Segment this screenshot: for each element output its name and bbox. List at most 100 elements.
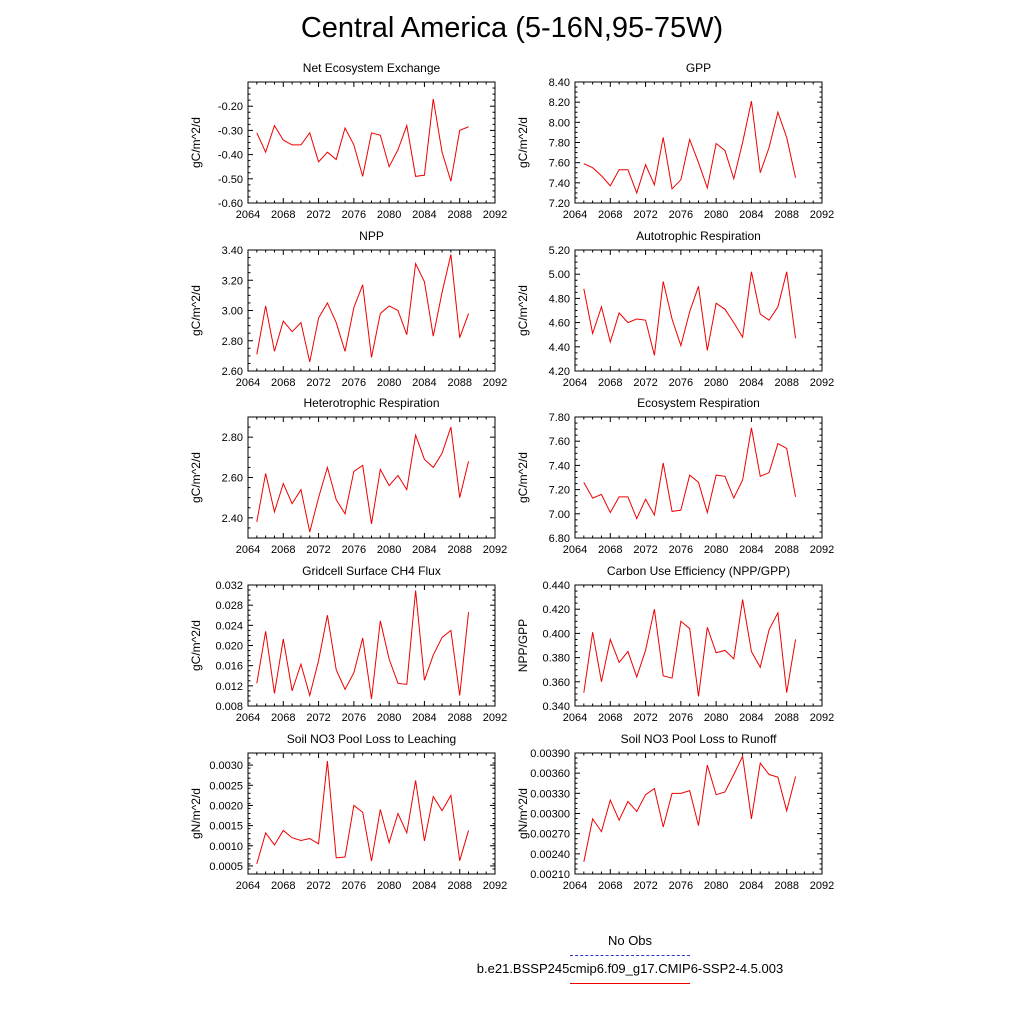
chart-panel-1: 2064 2068 2072 2076 2080 2084 2088 2092 -0.20 -0.…: [189, 61, 507, 221]
x-tick-label: 2088: [447, 544, 471, 556]
y-axis-label: NPP/GPP: [516, 619, 530, 672]
y-tick-label: 3.20: [222, 275, 243, 287]
chart-panel-9: 2064 2068 2072 2076 2080 2084 2088 2092 0.0030 0.…: [189, 732, 507, 892]
chart-title: Carbon Use Efficiency (NPP/GPP): [607, 564, 790, 578]
y-tick-label: 8.40: [549, 77, 570, 89]
chart-panel-8: 2064 2068 2072 2076 2080 2084 2088 2092 0.440 0.4…: [516, 564, 834, 724]
x-tick-label: 2092: [483, 712, 507, 724]
chart-panel-10: 2064 2068 2072 2076 2080 2084 2088 2092 0.00390 0…: [516, 732, 834, 892]
x-tick-label: 2068: [271, 880, 295, 892]
x-tick-label: 2084: [412, 377, 436, 389]
y-axis-label: gC/m^2/d: [189, 620, 203, 671]
x-tick-label: 2088: [774, 377, 798, 389]
page-title: Central America (5-16N,95-75W): [300, 12, 724, 44]
x-tick-label: 2068: [598, 377, 622, 389]
x-tick-label: 2068: [271, 712, 295, 724]
y-tick-label: 7.20: [549, 485, 570, 497]
x-tick-label: 2076: [669, 377, 693, 389]
x-tick-label: 2092: [810, 712, 834, 724]
chart-panel-2: 2064 2068 2072 2076 2080 2084 2088 2092 8.40 8.20…: [516, 61, 834, 221]
y-tick-label: 4.20: [549, 366, 570, 378]
series-line-1: [256, 254, 470, 363]
series-line-1: [256, 98, 469, 182]
plot-frame: [247, 584, 496, 707]
x-tick-label: 2068: [598, 209, 622, 221]
chart-title: Gridcell Surface CH4 Flux: [302, 564, 441, 578]
x-tick-label: 2080: [377, 880, 401, 892]
x-tick-label: 2088: [447, 209, 471, 221]
x-tick-label: 2092: [810, 209, 834, 221]
series-line-1: [583, 271, 797, 356]
x-tick-label: 2072: [633, 209, 657, 221]
x-tick-label: 2084: [412, 712, 436, 724]
y-tick-label: 0.00390: [530, 748, 570, 760]
y-tick-label: 4.80: [549, 293, 570, 305]
x-tick-label: 2076: [669, 209, 693, 221]
x-tick-label: 2072: [633, 377, 657, 389]
y-tick-label: 0.360: [542, 677, 570, 689]
y-axis-label: gC/m^2/d: [516, 452, 530, 503]
x-tick-label: 2068: [271, 209, 295, 221]
y-tick-label: 0.0005: [209, 861, 243, 873]
y-tick-label: 7.80: [549, 412, 570, 424]
chart-title: Net Ecosystem Exchange: [303, 61, 441, 75]
y-tick-label: 7.40: [549, 178, 570, 190]
y-tick-label: -0.50: [218, 174, 243, 186]
y-tick-label: 6.80: [549, 533, 570, 545]
x-tick-label: 2080: [377, 209, 401, 221]
y-axis-label: gN/m^2/d: [516, 788, 530, 839]
x-tick-label: 2088: [774, 880, 798, 892]
plot-frame: [247, 416, 496, 539]
y-axis-label: gC/m^2/d: [516, 285, 530, 336]
y-tick-label: 0.00360: [530, 768, 570, 780]
chart-panel-6: 2064 2068 2072 2076 2080 2084 2088 2092 7.80 7.60…: [516, 396, 834, 556]
x-tick-label: 2072: [306, 544, 330, 556]
x-tick-label: 2072: [633, 712, 657, 724]
y-tick-label: 0.016: [215, 661, 243, 673]
x-tick-label: 2072: [306, 880, 330, 892]
x-tick-label: 2092: [483, 209, 507, 221]
y-tick-label: 7.40: [549, 460, 570, 472]
x-tick-label: 2076: [669, 712, 693, 724]
x-tick-label: 2092: [810, 880, 834, 892]
x-tick-label: 2072: [306, 712, 330, 724]
x-tick-label: 2068: [271, 377, 295, 389]
y-tick-label: 0.012: [215, 681, 243, 693]
y-tick-label: 7.60: [549, 158, 570, 170]
x-tick-label: 2068: [598, 880, 622, 892]
x-tick-label: 2080: [377, 377, 401, 389]
x-tick-label: 2080: [377, 712, 401, 724]
x-tick-label: 2080: [704, 880, 728, 892]
y-tick-label: 0.380: [542, 653, 570, 665]
x-tick-label: 2080: [704, 544, 728, 556]
x-tick-label: 2084: [739, 712, 763, 724]
x-tick-label: 2080: [704, 209, 728, 221]
plot-frame: [247, 752, 496, 875]
y-tick-label: 0.0010: [209, 841, 243, 853]
y-tick-label: 5.00: [549, 269, 570, 281]
chart-title: Soil NO3 Pool Loss to Runoff: [621, 732, 778, 746]
y-tick-label: 8.00: [549, 117, 570, 129]
plot-frame: [574, 416, 823, 539]
x-tick-label: 2072: [306, 377, 330, 389]
x-tick-label: 2080: [377, 544, 401, 556]
chart-title: Ecosystem Respiration: [637, 396, 760, 410]
y-tick-label: 7.60: [549, 436, 570, 448]
y-tick-label: 5.20: [549, 245, 570, 257]
plot-frame: [574, 81, 823, 204]
x-tick-label: 2068: [598, 712, 622, 724]
y-tick-label: 3.40: [222, 245, 243, 257]
x-tick-label: 2092: [483, 880, 507, 892]
y-tick-label: 7.20: [549, 198, 570, 210]
x-tick-label: 2092: [810, 377, 834, 389]
y-tick-label: 0.0020: [209, 800, 243, 812]
y-tick-label: 2.80: [222, 432, 243, 444]
x-tick-label: 2064: [563, 712, 587, 724]
x-tick-label: 2064: [563, 377, 587, 389]
y-tick-label: -0.30: [218, 125, 243, 137]
y-tick-label: 0.0030: [209, 760, 243, 772]
y-tick-label: 0.024: [215, 620, 243, 632]
y-tick-label: 0.020: [215, 641, 243, 653]
x-tick-label: 2076: [342, 712, 366, 724]
legend-case-label: b.e21.BSSP245cmip6.f09_g17.CMIP6-SSP2-4.…: [476, 961, 784, 976]
